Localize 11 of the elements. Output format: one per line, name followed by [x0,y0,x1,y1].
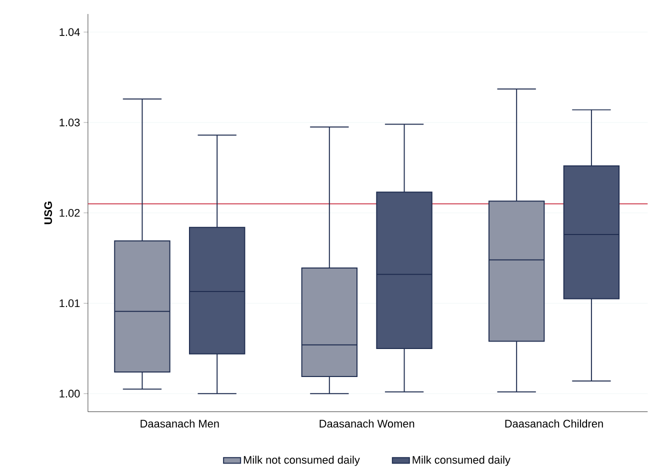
x-tick-label: Daasanach Women [320,420,414,428]
x-tick-label: Daasanach Men [140,420,219,428]
y-axis-title: USG [44,202,52,224]
y-tick-label: 1.02 [60,209,80,217]
y-tick-label: 1.00 [60,390,80,398]
legend-label: Milk consumed daily [412,456,510,466]
y-tick-label: 1.03 [60,118,80,126]
y-tick-label: 1.01 [60,300,80,308]
legend-label: Milk not consumed daily [244,456,360,466]
y-tick-label: 1.04 [60,28,80,36]
x-tick-label: Daasanach Children [505,420,603,428]
